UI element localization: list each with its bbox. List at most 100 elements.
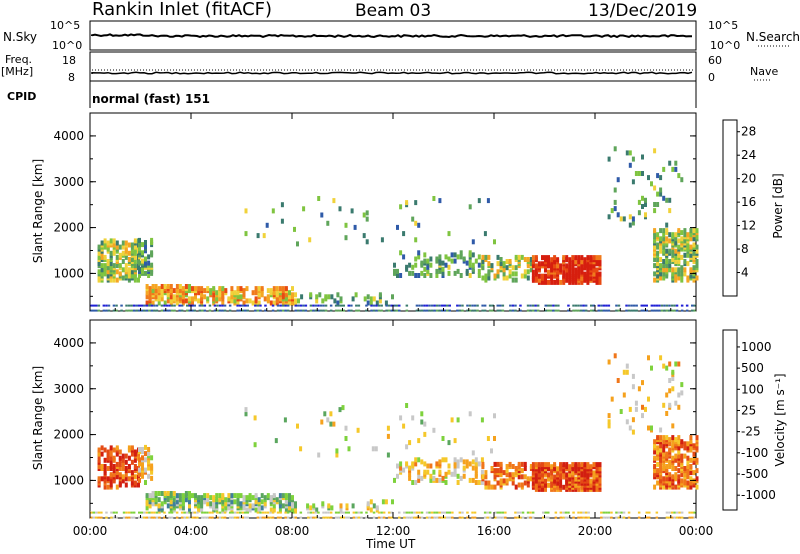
power-cell [90,304,93,307]
velocity-cell [556,470,560,476]
power-cell [668,232,672,238]
velocity-cell [514,484,518,490]
power-cell [180,304,184,307]
velocity-cell [504,516,507,519]
velocity-cell [655,516,659,519]
power-cell [553,273,557,279]
power-cell [583,271,587,277]
velocity-cell [244,411,248,417]
power-cell [271,208,275,214]
power-cell [314,304,318,307]
velocity-cell [659,443,663,449]
power-cell [456,254,460,260]
power-cell [580,265,584,271]
power-cell [223,309,227,312]
velocity-cell [571,470,575,476]
power-cell [468,273,472,278]
power-cell [236,300,240,306]
velocity-cell [444,457,448,463]
power-cell [398,309,401,312]
velocity-cell [622,369,626,375]
power-cell [213,304,217,307]
power-cell [244,208,248,214]
velocity-cell [211,516,214,519]
velocity-cell [544,482,547,488]
power-cell [378,292,382,298]
power-cell [496,254,500,260]
velocity-cell [294,511,297,514]
velocity-cell [144,467,147,473]
velocity-cell [312,516,315,519]
power-cell [257,300,261,306]
power-cell [166,284,170,289]
velocity-cell [144,480,147,485]
power-cell [165,304,169,307]
power-cell [256,309,260,312]
velocity-cell [218,497,222,503]
velocity-cell [324,516,328,519]
velocity-cell [175,499,179,505]
velocity-cell [598,462,602,468]
power-cell [317,304,320,307]
power-cell [112,248,116,254]
power-cell [577,304,580,307]
velocity-cell [677,474,681,480]
power-cell [120,309,123,312]
power-cell [133,250,137,256]
power-cell [653,277,657,283]
colorbar-tick-label: -25 [741,425,761,439]
velocity-cell [586,472,590,478]
velocity-cell [562,462,566,468]
power-cell [103,238,107,244]
power-cell [484,277,488,283]
velocity-cell [124,482,128,488]
velocity-cell [662,484,666,490]
velocity-cell [148,503,152,509]
velocity-cell [294,516,297,519]
power-cell [160,304,164,307]
power-cell [130,242,134,248]
power-cell [178,309,181,312]
power-cell [337,304,340,307]
power-cell [668,304,671,307]
velocity-cell [487,480,491,486]
power-cell [665,309,669,312]
velocity-cell [413,511,416,514]
velocity-cell [526,476,530,482]
power-cell [628,150,632,156]
power-cell [281,300,285,306]
power-cell [347,304,350,307]
power-cell [680,230,684,236]
power-cell [659,228,663,234]
power-cell [272,300,276,306]
power-cell [365,210,369,216]
velocity-cell [653,464,657,469]
power-cell [686,244,690,250]
velocity-cell [605,511,608,514]
velocity-cell [665,365,669,371]
power-cell [677,173,681,179]
velocity-cell [405,444,409,450]
power-cell [477,254,481,260]
velocity-cell [695,457,699,463]
power-cell [130,304,133,307]
velocity-cell [461,516,464,519]
power-heatmap [90,146,699,312]
velocity-cell [253,442,257,448]
velocity-cell [203,493,207,499]
velocity-cell [145,511,149,514]
velocity-cell [366,501,370,507]
power-cell [438,258,442,264]
velocity-cell [324,511,328,514]
velocity-cell [531,516,535,519]
velocity-cell [118,466,122,471]
power-cell [415,309,419,312]
power-cell [595,275,599,281]
power-cell [567,309,570,312]
power-cell [668,309,671,312]
velocity-cell [577,462,581,468]
velocity-cell [473,516,477,519]
power-cell [568,257,572,263]
power-cell [163,309,166,312]
velocity-cell [215,493,219,499]
